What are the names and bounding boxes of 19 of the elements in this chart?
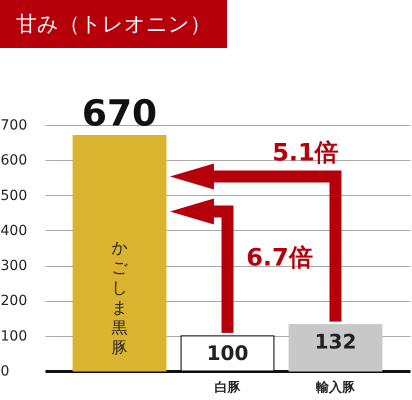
annotation: 6.7倍 (246, 244, 313, 272)
x-tick-label: 白豚 (214, 380, 242, 396)
annotation: 5.1倍 (272, 138, 339, 167)
y-tick-label: 500 (0, 188, 28, 204)
data-label: 670 (82, 94, 158, 135)
x-tick-label: 輸入豚 (314, 380, 356, 396)
y-tick-label: 0 (0, 364, 10, 380)
y-tick-label: 400 (0, 222, 28, 239)
data-label: 100 (206, 340, 248, 365)
x-tick-label: かごしま黒豚 (112, 238, 129, 357)
y-tick-label: 700 (0, 118, 28, 134)
y-tick-label: 300 (0, 258, 28, 274)
bar (72, 135, 166, 372)
data-label: 132 (314, 330, 356, 354)
bar (288, 324, 382, 372)
chart-title: 甘み（トレオニン） (0, 0, 227, 48)
y-tick-label: 600 (0, 152, 28, 169)
y-tick-label: 200 (0, 293, 28, 310)
y-tick-label: 100 (0, 328, 28, 344)
